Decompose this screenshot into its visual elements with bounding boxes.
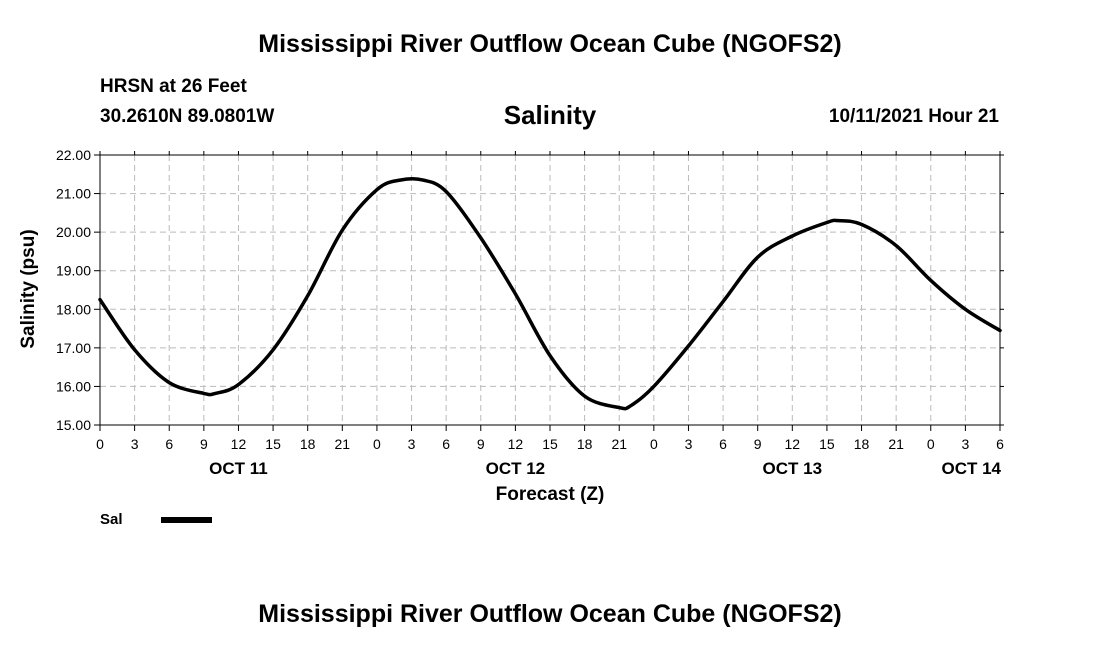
y-tick-label: 19.00 (56, 263, 91, 279)
x-tick-label: 12 (785, 436, 801, 452)
y-tick-label: 15.00 (56, 417, 91, 433)
x-tick-label: 15 (265, 436, 281, 452)
x-tick-label: 6 (165, 436, 173, 452)
x-tick-label: 9 (477, 436, 485, 452)
x-axis-label: Forecast (Z) (496, 484, 605, 505)
x-tick-label: 9 (754, 436, 762, 452)
x-tick-label: 6 (996, 436, 1004, 452)
x-tick-label: 21 (611, 436, 627, 452)
run-time: 10/11/2021 Hour 21 (828, 106, 999, 127)
x-tick-label: 15 (542, 436, 558, 452)
y-axis-ticks: 15.00 16.00 17.00 18.00 19.00 20.00 21.00 22.00 (56, 147, 1004, 433)
chart-title: Salinity (503, 100, 597, 130)
station-coordinates: 30.2610N 89.0801W (100, 106, 275, 127)
x-tick-label: 6 (719, 436, 727, 452)
x-tick-label: 3 (961, 436, 969, 452)
x-tick-label: 3 (408, 436, 416, 452)
x-tick-label: 0 (96, 436, 104, 452)
x-tick-label: 21 (335, 436, 351, 452)
x-tick-label: 6 (442, 436, 450, 452)
x-tick-label: 3 (685, 436, 693, 452)
series-layer (98, 177, 1002, 411)
legend: Sal (100, 511, 212, 528)
x-tick-label: 3 (131, 436, 139, 452)
y-tick-label: 17.00 (56, 340, 91, 356)
x-tick-label: 9 (200, 436, 208, 452)
x-tick-label: 21 (888, 436, 904, 452)
x-tick-label: 0 (650, 436, 658, 452)
date-label: OCT 11 (209, 459, 268, 478)
footer-title: Mississippi River Outflow Ocean Cube (NG… (258, 600, 842, 628)
date-label: OCT 14 (941, 459, 1001, 478)
x-tick-label: 12 (231, 436, 247, 452)
x-tick-label: 18 (300, 436, 316, 452)
x-tick-label: 0 (373, 436, 381, 452)
y-tick-label: 18.00 (56, 301, 91, 317)
legend-label: Sal (100, 511, 123, 528)
x-tick-label: 15 (819, 436, 835, 452)
x-tick-label: 18 (854, 436, 870, 452)
y-tick-label: 21.00 (56, 186, 91, 202)
x-tick-label: 18 (577, 436, 593, 452)
date-label: OCT 12 (486, 459, 546, 478)
date-label: OCT 13 (763, 459, 823, 478)
date-labels: OCT 11 OCT 12 OCT 13 OCT 14 (209, 459, 1001, 478)
y-tick-label: 16.00 (56, 378, 91, 394)
legend-swatch (161, 517, 212, 523)
x-tick-label: 12 (508, 436, 524, 452)
x-axis-ticks: 0 3 6 9 12 15 18 21 0 3 6 9 12 15 18 21 0 3 6 9 12 15 18 21 0 3 6 (96, 151, 1004, 452)
y-axis-label: Salinity (psu) (18, 229, 39, 348)
y-tick-label: 22.00 (56, 147, 91, 163)
grid-lines (100, 155, 1000, 425)
station-name: HRSN at 26 Feet (100, 76, 247, 97)
chart-main-title: Mississippi River Outflow Ocean Cube (NG… (258, 30, 842, 58)
series-line-sal (98, 177, 1002, 411)
y-tick-label: 20.00 (56, 224, 91, 240)
x-tick-label: 0 (927, 436, 935, 452)
